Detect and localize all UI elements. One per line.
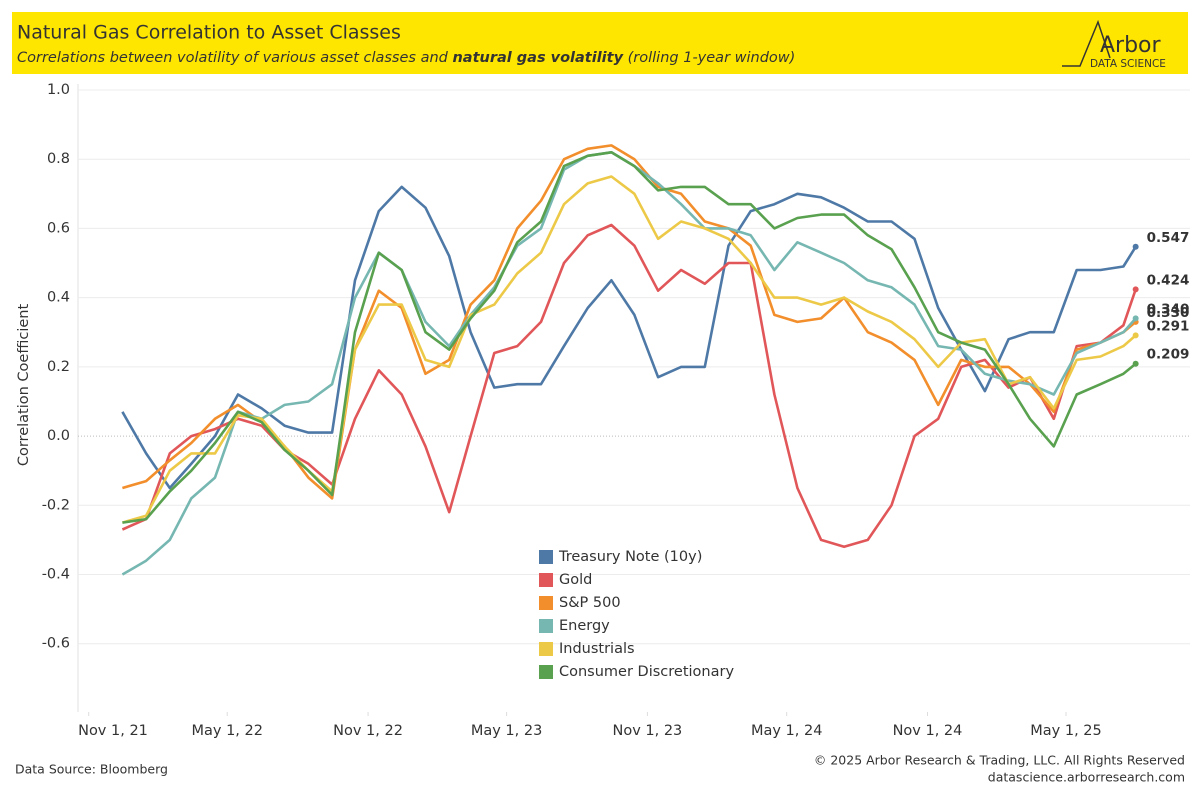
legend-swatch xyxy=(539,642,553,656)
legend-label: Industrials xyxy=(559,641,635,657)
series-line xyxy=(122,175,1137,524)
copyright-note: © 2025 Arbor Research & Trading, LLC. Al… xyxy=(814,753,1185,768)
legend-label: Consumer Discretionary xyxy=(559,664,734,680)
y-tick-label: 0.8 xyxy=(47,151,70,167)
y-tick-label: 0.0 xyxy=(47,428,70,444)
legend-swatch xyxy=(539,665,553,679)
x-tick-label: Nov 1, 23 xyxy=(612,723,682,739)
x-tick-label: May 1, 22 xyxy=(191,723,262,739)
grid: 1.0 0.8 0.6 0.4 0.2 0.0 -0.2 -0.4 -0.6 Nov 1, 21 M… xyxy=(42,82,1190,739)
y-tick-label: -0.2 xyxy=(42,497,70,513)
end-label: 0.340 xyxy=(1147,301,1190,317)
legend-swatch xyxy=(539,596,553,610)
legend-label: Gold xyxy=(559,572,592,588)
series-line xyxy=(121,223,1137,549)
legend: Treasury Note (10y) Gold S&P 500 Energy Indu… xyxy=(539,549,734,680)
x-tick-label: Nov 1, 22 xyxy=(333,723,403,739)
legend-swatch xyxy=(539,550,553,564)
legend-label: Treasury Note (10y) xyxy=(558,549,702,565)
legend-label: Energy xyxy=(559,618,610,634)
end-label: 0.424 xyxy=(1147,272,1190,288)
end-point xyxy=(1132,315,1139,322)
y-tick-label: 0.4 xyxy=(47,290,70,306)
subtitle-part: (rolling 1-year window) xyxy=(623,50,795,66)
chart-subtitle: Correlations between volatility of vario… xyxy=(17,50,795,66)
header-band xyxy=(12,12,1188,74)
brand-logo-mark xyxy=(1062,19,1111,67)
brand-subtitle: DATA SCIENCE xyxy=(1090,58,1166,70)
y-tick-label: -0.6 xyxy=(42,636,70,652)
series-line xyxy=(122,144,1137,500)
brand-name: Arbor xyxy=(1100,33,1162,58)
end-point xyxy=(1132,360,1139,367)
y-tick-label: 0.6 xyxy=(47,220,70,236)
legend-swatch xyxy=(539,619,553,633)
legend-label: S&P 500 xyxy=(559,595,621,611)
x-tick-label: May 1, 24 xyxy=(751,723,822,739)
y-axis-title: Correlation Coefficient xyxy=(16,304,32,467)
x-tick-label: May 1, 23 xyxy=(471,723,542,739)
end-label: 0.209 xyxy=(1147,347,1190,363)
series-line xyxy=(121,185,1137,490)
subtitle-part: natural gas volatility xyxy=(452,50,623,66)
x-tick-label: Nov 1, 21 xyxy=(78,723,148,739)
end-point xyxy=(1132,243,1139,250)
x-tick-label: Nov 1, 24 xyxy=(893,723,963,739)
end-label: 0.330 xyxy=(1147,305,1190,321)
source-note: Data Source: Bloomberg xyxy=(15,762,168,777)
end-point xyxy=(1132,286,1139,293)
y-tick-label: 1.0 xyxy=(47,82,70,98)
subtitle-part: Correlations between volatility of vario… xyxy=(17,50,452,66)
chart-title: Natural Gas Correlation to Asset Classes xyxy=(17,22,401,44)
end-label: 0.547 xyxy=(1147,230,1190,246)
series-line xyxy=(122,151,1137,524)
x-tick-label: May 1, 25 xyxy=(1030,723,1101,739)
end-label: 0.291 xyxy=(1147,318,1190,334)
y-tick-label: 0.2 xyxy=(47,359,70,375)
end-point xyxy=(1132,332,1139,339)
y-tick-label: -0.4 xyxy=(42,566,70,582)
legend-swatch xyxy=(539,573,553,587)
website-note: datascience.arborresearch.com xyxy=(988,770,1185,785)
series-line xyxy=(121,151,1137,576)
